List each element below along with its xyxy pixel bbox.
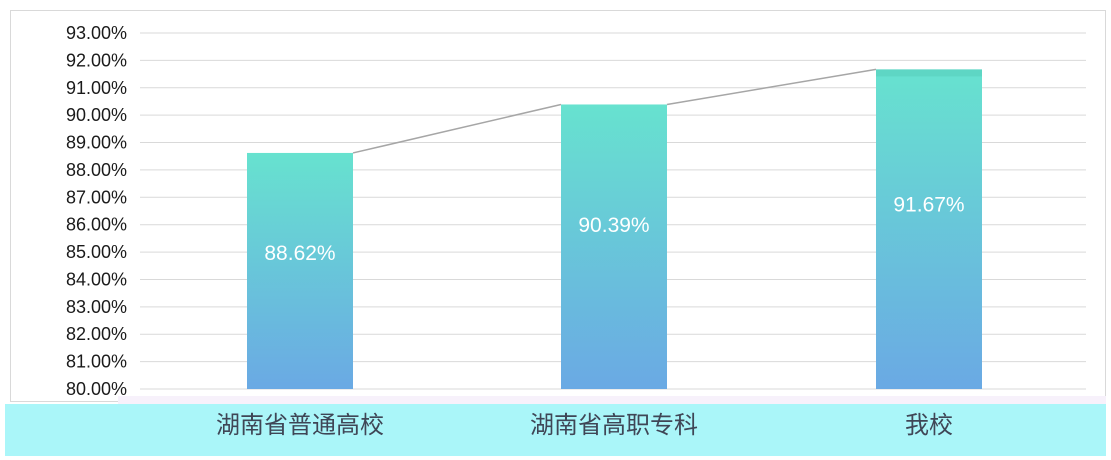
y-tick-label: 87.00% [66,187,127,207]
category-band [5,404,1106,456]
data-labels: 88.62% 90.39% 91.67% [264,194,964,265]
y-tick-label: 81.00% [66,352,127,372]
bar-top-strip [876,69,982,77]
bars [247,69,982,389]
category-band-top [118,396,1106,406]
trend-line [352,68,877,154]
category-label: 湖南省高职专科 [530,412,698,439]
y-tick-label: 88.00% [66,160,127,180]
y-tick-label: 85.00% [66,242,127,262]
y-tick-label: 82.00% [66,324,127,344]
y-tick-label: 83.00% [66,297,127,317]
y-tick-label: 84.00% [66,269,127,289]
data-label: 91.67% [893,194,964,217]
y-axis-tick-labels: 80.00% 81.00% 82.00% 83.00% 84.00% 85.00% 86.0… [66,23,127,399]
y-tick-label: 93.00% [66,23,127,43]
y-tick-label: 91.00% [66,78,127,98]
y-tick-label: 92.00% [66,50,127,70]
data-label: 90.39% [578,214,649,237]
trend-segment [352,103,562,154]
bar [561,104,667,389]
y-tick-label: 80.00% [66,379,127,399]
bar [247,152,353,389]
y-tick-label: 89.00% [66,133,127,153]
y-tick-label: 86.00% [66,215,127,235]
trend-segment [666,68,877,106]
data-label: 88.62% [264,242,335,265]
y-tick-label: 90.00% [66,105,127,125]
bar [876,69,982,389]
category-label: 湖南省普通高校 [216,412,384,439]
x-axis-category-labels: 湖南省普通高校 湖南省高职专科 我校 [216,412,953,439]
category-label: 我校 [905,412,953,439]
